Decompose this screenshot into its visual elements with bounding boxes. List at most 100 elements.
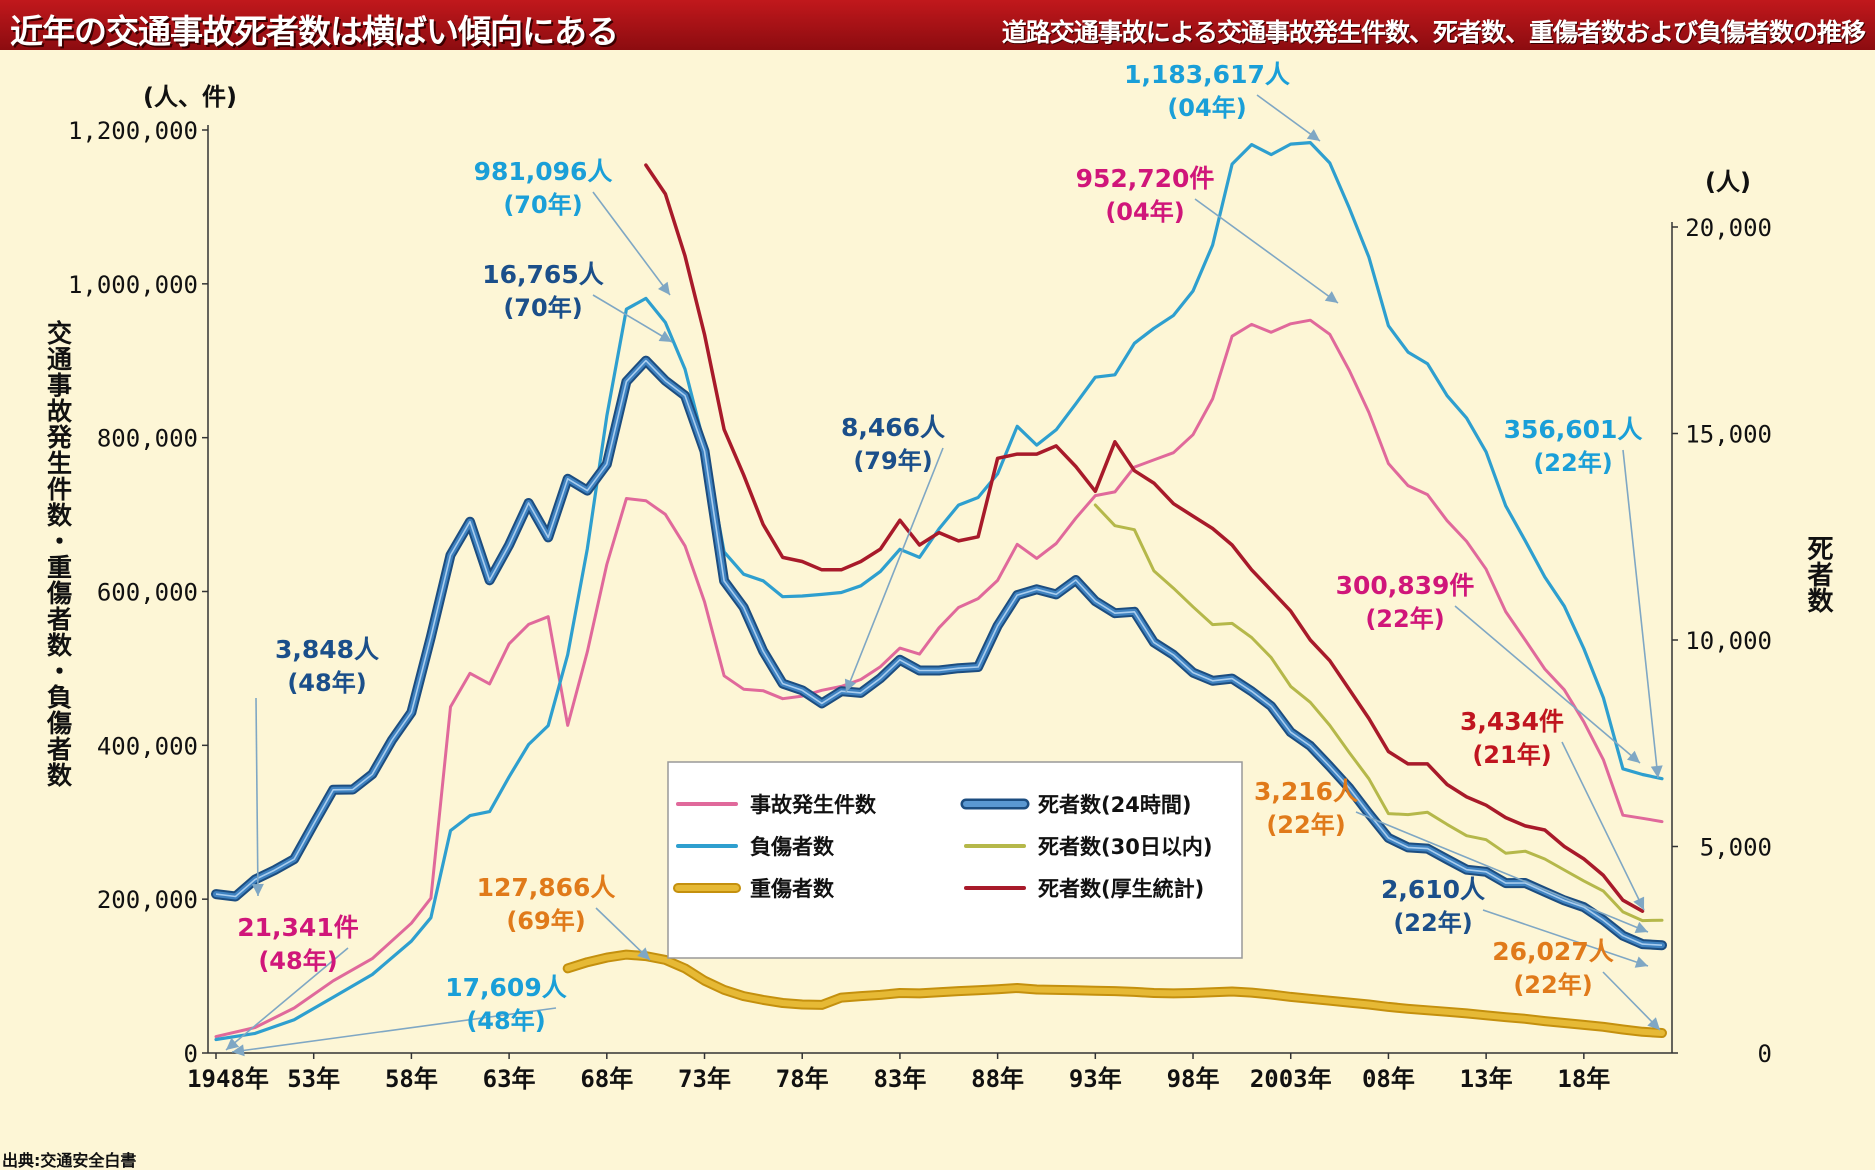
- source-note: 出典:交通安全白書: [2, 1151, 137, 1170]
- annotation-arrowhead: [251, 883, 264, 896]
- x-tick-label: 63年: [483, 1065, 536, 1093]
- annotation-injured-04: 1,183,617人 (04年): [1124, 60, 1321, 142]
- annotation-leader: [1256, 94, 1321, 142]
- annotation-arrowhead: [1627, 750, 1640, 763]
- annotation-arrowhead: [1633, 896, 1645, 910]
- annotation-period: (22年): [1365, 605, 1444, 633]
- annotation-value: 3,848人: [275, 635, 379, 664]
- annotation-deaths-79: 8,466人 (79年): [841, 413, 945, 693]
- annotation-period: (48年): [258, 947, 337, 975]
- legend-label: 事故発生件数: [750, 793, 877, 817]
- x-tick-label: 78年: [776, 1065, 829, 1093]
- annotation-leader: [1194, 198, 1339, 304]
- right-axis-title: 死者数: [1803, 535, 1833, 614]
- legend-box: [667, 761, 1243, 959]
- legend-item-deaths30: 死者数(30日以内): [964, 835, 1212, 859]
- right-axis-unit: (人): [1705, 168, 1751, 196]
- annotation-arrowhead: [637, 947, 650, 960]
- legend-item-deaths24: 死者数(24時間): [960, 793, 1191, 817]
- header-banner: 近年の交通事故死者数は横ばい傾向にある 道路交通事故による交通事故発生件数、死者…: [0, 0, 1875, 51]
- annotation-period: (22年): [1533, 449, 1612, 477]
- annotation-value: 17,609人: [445, 973, 566, 1002]
- left-tick-label: 1,200,000: [68, 117, 198, 145]
- annotation-arrowhead: [1634, 921, 1648, 933]
- annotation-value: 356,601人: [1504, 415, 1643, 444]
- annotations: 21,341件 (48年) 17,609人 (48年) 3,848人 (48年) 981,0…: [225, 60, 1663, 1057]
- x-tick-label: 88年: [971, 1065, 1024, 1093]
- annotation-injured-70: 981,096人 (70年): [474, 157, 671, 296]
- series-line: [214, 318, 1664, 1039]
- annotation-accidents-48: 21,341件 (48年): [225, 913, 359, 1051]
- annotation-leader: [1454, 605, 1641, 764]
- annotation-period: (70年): [503, 294, 582, 322]
- legend-label: 負傷者数: [750, 835, 835, 859]
- annotation-period: (22年): [1513, 971, 1592, 999]
- annotation-arrowhead: [1324, 291, 1338, 303]
- series-injured: [214, 141, 1664, 1042]
- axes: 0 200,000 400,000 600,000 800,000 1,000,000 1,…: [44, 83, 1834, 1093]
- annotation-value: 300,839件: [1336, 571, 1475, 600]
- right-tick-label: 10,000: [1685, 627, 1772, 655]
- annotation-leader: [1561, 741, 1645, 911]
- left-tick-label: 200,000: [97, 886, 198, 914]
- annotation-period: (48年): [287, 669, 366, 697]
- x-tick-label: 58年: [385, 1065, 438, 1093]
- annotation-arrowhead: [232, 1044, 245, 1057]
- annotation-value: 21,341件: [237, 913, 358, 942]
- annotation-leader: [1355, 811, 1649, 933]
- series-serious: [562, 949, 1667, 1038]
- left-axis-unit: (人、件): [143, 83, 237, 111]
- annotation-leader: [231, 1007, 557, 1053]
- series-line-highlight: [215, 359, 1663, 946]
- annotation-value: 3,434件: [1460, 707, 1564, 736]
- annotation-period: (69年): [506, 907, 585, 935]
- annotation-period: (79年): [853, 447, 932, 475]
- annotation-serious-22: 26,027人 (22年): [1492, 937, 1661, 1031]
- legend-label: 死者数(30日以内): [1038, 835, 1212, 859]
- annotation-leader: [255, 697, 259, 897]
- annotation-period: (22年): [1266, 811, 1345, 839]
- series-layer: [211, 141, 1667, 1042]
- annotation-deaths24-22: 2,610人 (22年): [1381, 875, 1649, 968]
- annotation-leader: [1622, 449, 1659, 779]
- annotation-serious-69: 127,866人 (69年): [477, 873, 651, 961]
- annotation-value: 1,183,617人: [1124, 60, 1290, 89]
- annotation-arrowhead: [1634, 956, 1648, 968]
- x-tick-label: 18年: [1557, 1065, 1610, 1093]
- series-line: [644, 163, 1645, 913]
- annotation-leader: [595, 907, 651, 961]
- annotation-value: 26,027人: [1492, 937, 1613, 966]
- x-tick-label: 83年: [873, 1065, 926, 1093]
- legend-item-accidents: 事故発生件数: [676, 793, 877, 817]
- series-line: [214, 141, 1664, 1042]
- right-tick-label: 0: [1758, 1040, 1772, 1068]
- left-tick-label: 800,000: [97, 425, 198, 453]
- legend-item-serious: 重傷者数: [673, 877, 835, 901]
- series-accidents: [214, 318, 1664, 1039]
- annotation-value: 981,096人: [474, 157, 613, 186]
- annotation-arrowhead: [1650, 765, 1663, 778]
- x-tick-label: 1948年: [187, 1065, 269, 1093]
- right-tick-label: 5,000: [1700, 834, 1772, 862]
- series-deathsHealth: [644, 163, 1645, 913]
- left-tick-label: 400,000: [97, 732, 198, 760]
- annotation-leader: [592, 191, 671, 296]
- legend-label: 死者数(厚生統計): [1038, 877, 1204, 901]
- x-tick-label: 68年: [580, 1065, 633, 1093]
- annotation-deaths-70: 16,765人 (70年): [482, 260, 673, 343]
- annotation-period: (04年): [1167, 94, 1246, 122]
- series-deaths24: [211, 355, 1667, 951]
- annotation-leader: [592, 294, 673, 343]
- series-line: [564, 951, 1665, 1036]
- series-line: [1093, 503, 1664, 923]
- series-deaths30: [1093, 503, 1664, 923]
- line-chart: 0 200,000 400,000 600,000 800,000 1,000,000 1,…: [44, 60, 1834, 1093]
- annotation-injured-22: 356,601人 (22年): [1504, 415, 1663, 779]
- chart-area: 0 200,000 400,000 600,000 800,000 1,000,000 1,…: [0, 50, 1875, 1170]
- annotation-leader: [225, 947, 349, 1051]
- chart-subtitle: 道路交通事故による交通事故発生件数、死者数、重傷者数および負傷者数の推移: [1001, 18, 1866, 47]
- right-tick-label: 15,000: [1685, 421, 1772, 449]
- x-tick-label: 73年: [678, 1065, 731, 1093]
- x-tick-label: 53年: [287, 1065, 340, 1093]
- legend-item-injured: 負傷者数: [676, 835, 835, 859]
